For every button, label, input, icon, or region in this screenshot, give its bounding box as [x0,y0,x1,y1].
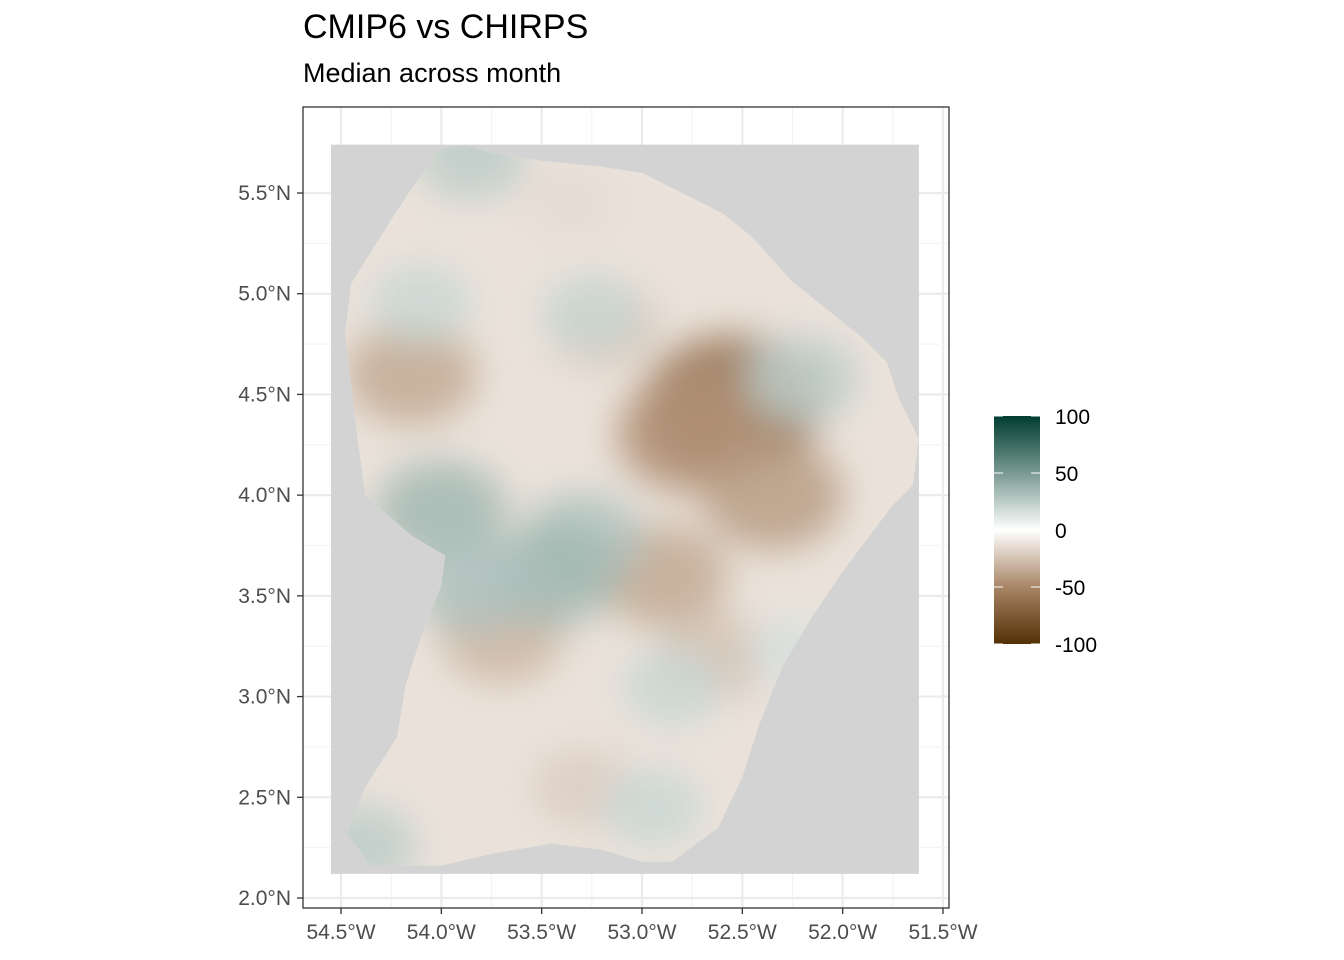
x-tick-label: 51.5°W [908,921,977,944]
y-tick-label: 5.5°N [238,182,291,205]
x-tick-label: 54.0°W [407,921,476,944]
y-tick-label: 2.0°N [238,887,291,910]
x-axis: 54.5°W 54.0°W 53.5°W 53.0°W 52.5°W 52.0°W 51.5… [306,908,978,944]
negative-anomaly-blob [345,323,477,425]
x-tick-label: 54.5°W [306,921,375,944]
x-tick-label: 53.5°W [507,921,576,944]
positive-anomaly-blob [541,274,643,353]
colorbar-tick-label: 100 [1055,406,1090,429]
colorbar-tick-label: 0 [1055,520,1067,543]
x-tick-label: 52.5°W [708,921,777,944]
y-tick-label: 3.0°N [238,686,291,709]
panel-border [302,106,950,909]
y-axis: 2.0°N 2.5°N 3.0°N 3.5°N 4.0°N 4.5°N 5.0°N 5.5°N [238,182,303,910]
positive-anomaly-blob [601,768,703,847]
colorbar-legend: 100 50 0 -50 -100 [994,406,1097,657]
positive-anomaly-blob [746,335,859,422]
x-tick-label: 53.0°W [607,921,676,944]
colorbar-ticks: 100 50 0 -50 -100 [994,406,1097,657]
positive-anomaly-blob [415,144,527,200]
negative-anomaly-blob [526,167,618,239]
land-area [345,144,919,866]
positive-anomaly-blob [345,804,417,866]
y-tick-label: 3.5°N [238,585,291,608]
negative-anomaly-blob [702,440,843,550]
chart-title: CMIP6 vs CHIRPS [303,8,589,46]
x-tick-label: 52.0°W [808,921,877,944]
colorbar-tick-label: -50 [1055,577,1085,600]
chart-subtitle: Median across month [303,58,562,88]
y-tick-label: 2.5°N [238,786,291,809]
positive-anomaly-blob [370,264,472,343]
y-tick-label: 4.0°N [238,484,291,507]
colorbar-tick-label: -100 [1055,634,1097,657]
y-tick-label: 5.0°N [238,283,291,306]
anomaly-field [345,144,859,866]
positive-anomaly-blob [621,647,723,726]
y-tick-label: 4.5°N [238,383,291,406]
colorbar-tick-label: 50 [1055,463,1078,486]
